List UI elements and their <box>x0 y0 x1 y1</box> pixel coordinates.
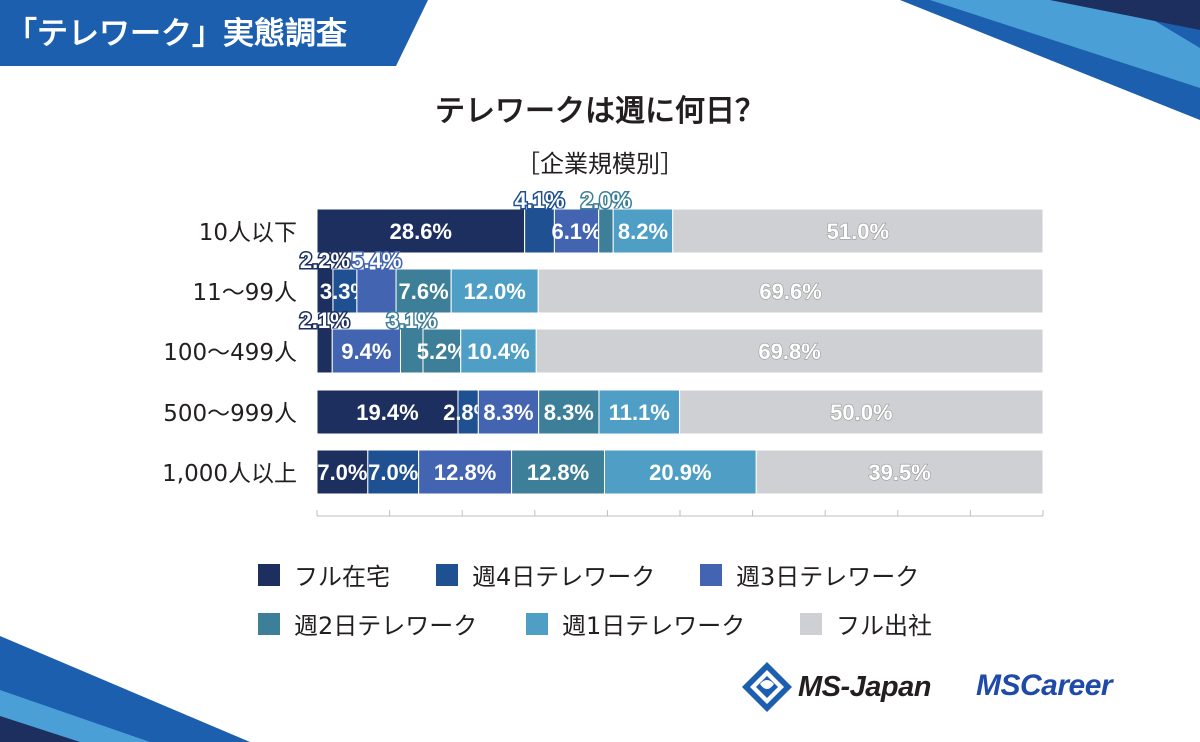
data-label: 8.2% <box>618 219 668 244</box>
bar-segment <box>511 449 605 495</box>
legend-label: 週3日テレワーク <box>736 563 920 591</box>
legend-swatch <box>800 612 822 635</box>
data-label: 7.0% <box>368 460 418 485</box>
data-label: 8.3% <box>483 400 533 425</box>
data-label: 69.8% <box>758 339 820 364</box>
data-label: 2.2% <box>300 248 350 273</box>
bar-segment <box>672 208 1044 254</box>
legend-swatch <box>526 612 548 635</box>
bar-segment <box>450 268 539 314</box>
legend-item: 週4日テレワーク <box>436 557 655 592</box>
bar-segment <box>316 208 526 254</box>
bar-segment <box>331 328 401 374</box>
bar-segment <box>477 389 540 435</box>
bar-segment <box>679 389 1044 435</box>
data-label: 20.9% <box>649 460 711 485</box>
bar-segment <box>603 449 757 495</box>
legend-swatch <box>258 563 280 586</box>
data-label: 69.6% <box>759 279 821 304</box>
header-title: 「テレワーク」実態調査 <box>6 16 347 52</box>
corner-stripe-top-right-3 <box>1050 0 1200 30</box>
bar-segment <box>598 208 614 254</box>
legend-label: 週1日テレワーク <box>562 612 746 640</box>
bar-segment <box>755 449 1044 495</box>
category-label: 500〜999人 <box>163 401 297 427</box>
chart-subtitle: ［企業規模別］ <box>516 150 684 178</box>
bar-segment <box>535 328 1044 374</box>
legend-label: 週4日テレワーク <box>472 563 656 591</box>
bar-segment <box>524 208 555 254</box>
legend-item: 週1日テレワーク <box>526 606 745 641</box>
bar-segment <box>316 328 333 374</box>
legend-label: フル出社 <box>836 612 932 640</box>
data-label: 51.0% <box>827 219 889 244</box>
bar-segment <box>537 268 1044 314</box>
bar-segment <box>418 449 513 495</box>
category-label: 10人以下 <box>199 220 297 246</box>
data-label: 50.0% <box>830 400 892 425</box>
data-label: 11.1% <box>609 400 670 425</box>
category-label: 1,000人以上 <box>162 461 297 487</box>
corner-stripe-top-right-2 <box>930 0 1200 88</box>
data-label: 12.8% <box>527 460 589 485</box>
bar-segment <box>356 268 397 314</box>
legend-swatch <box>436 563 458 586</box>
bar-segment <box>395 268 452 314</box>
data-label: 8.3% <box>544 400 594 425</box>
legend-item: フル出社 <box>800 606 932 641</box>
bar-segment <box>316 449 369 495</box>
data-label: 7.6% <box>399 279 449 304</box>
msjapan-diamond-icon <box>742 662 792 712</box>
bar-segment <box>598 389 681 435</box>
legend-item: 週3日テレワーク <box>700 557 919 592</box>
bar-segment <box>316 389 459 435</box>
data-label: 7.0% <box>317 460 367 485</box>
legend-swatch <box>258 612 280 635</box>
mscareer-logo: MSCareer <box>976 669 1113 702</box>
msjapan-text: MS-Japan <box>798 670 931 703</box>
data-label: 28.6% <box>390 219 452 244</box>
legend-label: フル在宅 <box>294 563 390 591</box>
corner-stripe-bottom-left-3 <box>0 716 80 742</box>
data-label: 19.4% <box>356 400 418 425</box>
data-label: 39.5% <box>868 460 930 485</box>
legend-label: 週2日テレワーク <box>294 612 478 640</box>
bar-segment <box>538 389 600 435</box>
bar-segment <box>553 208 600 254</box>
legend-item: フル在宅 <box>258 557 390 592</box>
category-label: 11〜99人 <box>192 280 297 306</box>
data-label: 5.4% <box>351 248 401 273</box>
data-label: 10.4% <box>467 339 529 364</box>
data-label: 9.4% <box>341 339 391 364</box>
header-banner <box>0 0 428 66</box>
data-label: 5.2% <box>417 339 467 364</box>
chart-title: テレワークは週に何日？ <box>435 94 765 129</box>
category-label: 100〜499人 <box>163 340 297 366</box>
msjapan-logo: MS-Japan <box>740 660 931 714</box>
bar-segment <box>367 449 420 495</box>
bar-segment <box>422 328 462 374</box>
data-label: 12.0% <box>463 279 525 304</box>
data-label: 12.8% <box>434 460 496 485</box>
data-label: 6.1% <box>551 219 601 244</box>
data-label: 2.0% <box>581 188 631 213</box>
bar-segment <box>612 208 674 254</box>
legend-item: 週2日テレワーク <box>258 606 477 641</box>
legend-swatch <box>700 563 722 586</box>
